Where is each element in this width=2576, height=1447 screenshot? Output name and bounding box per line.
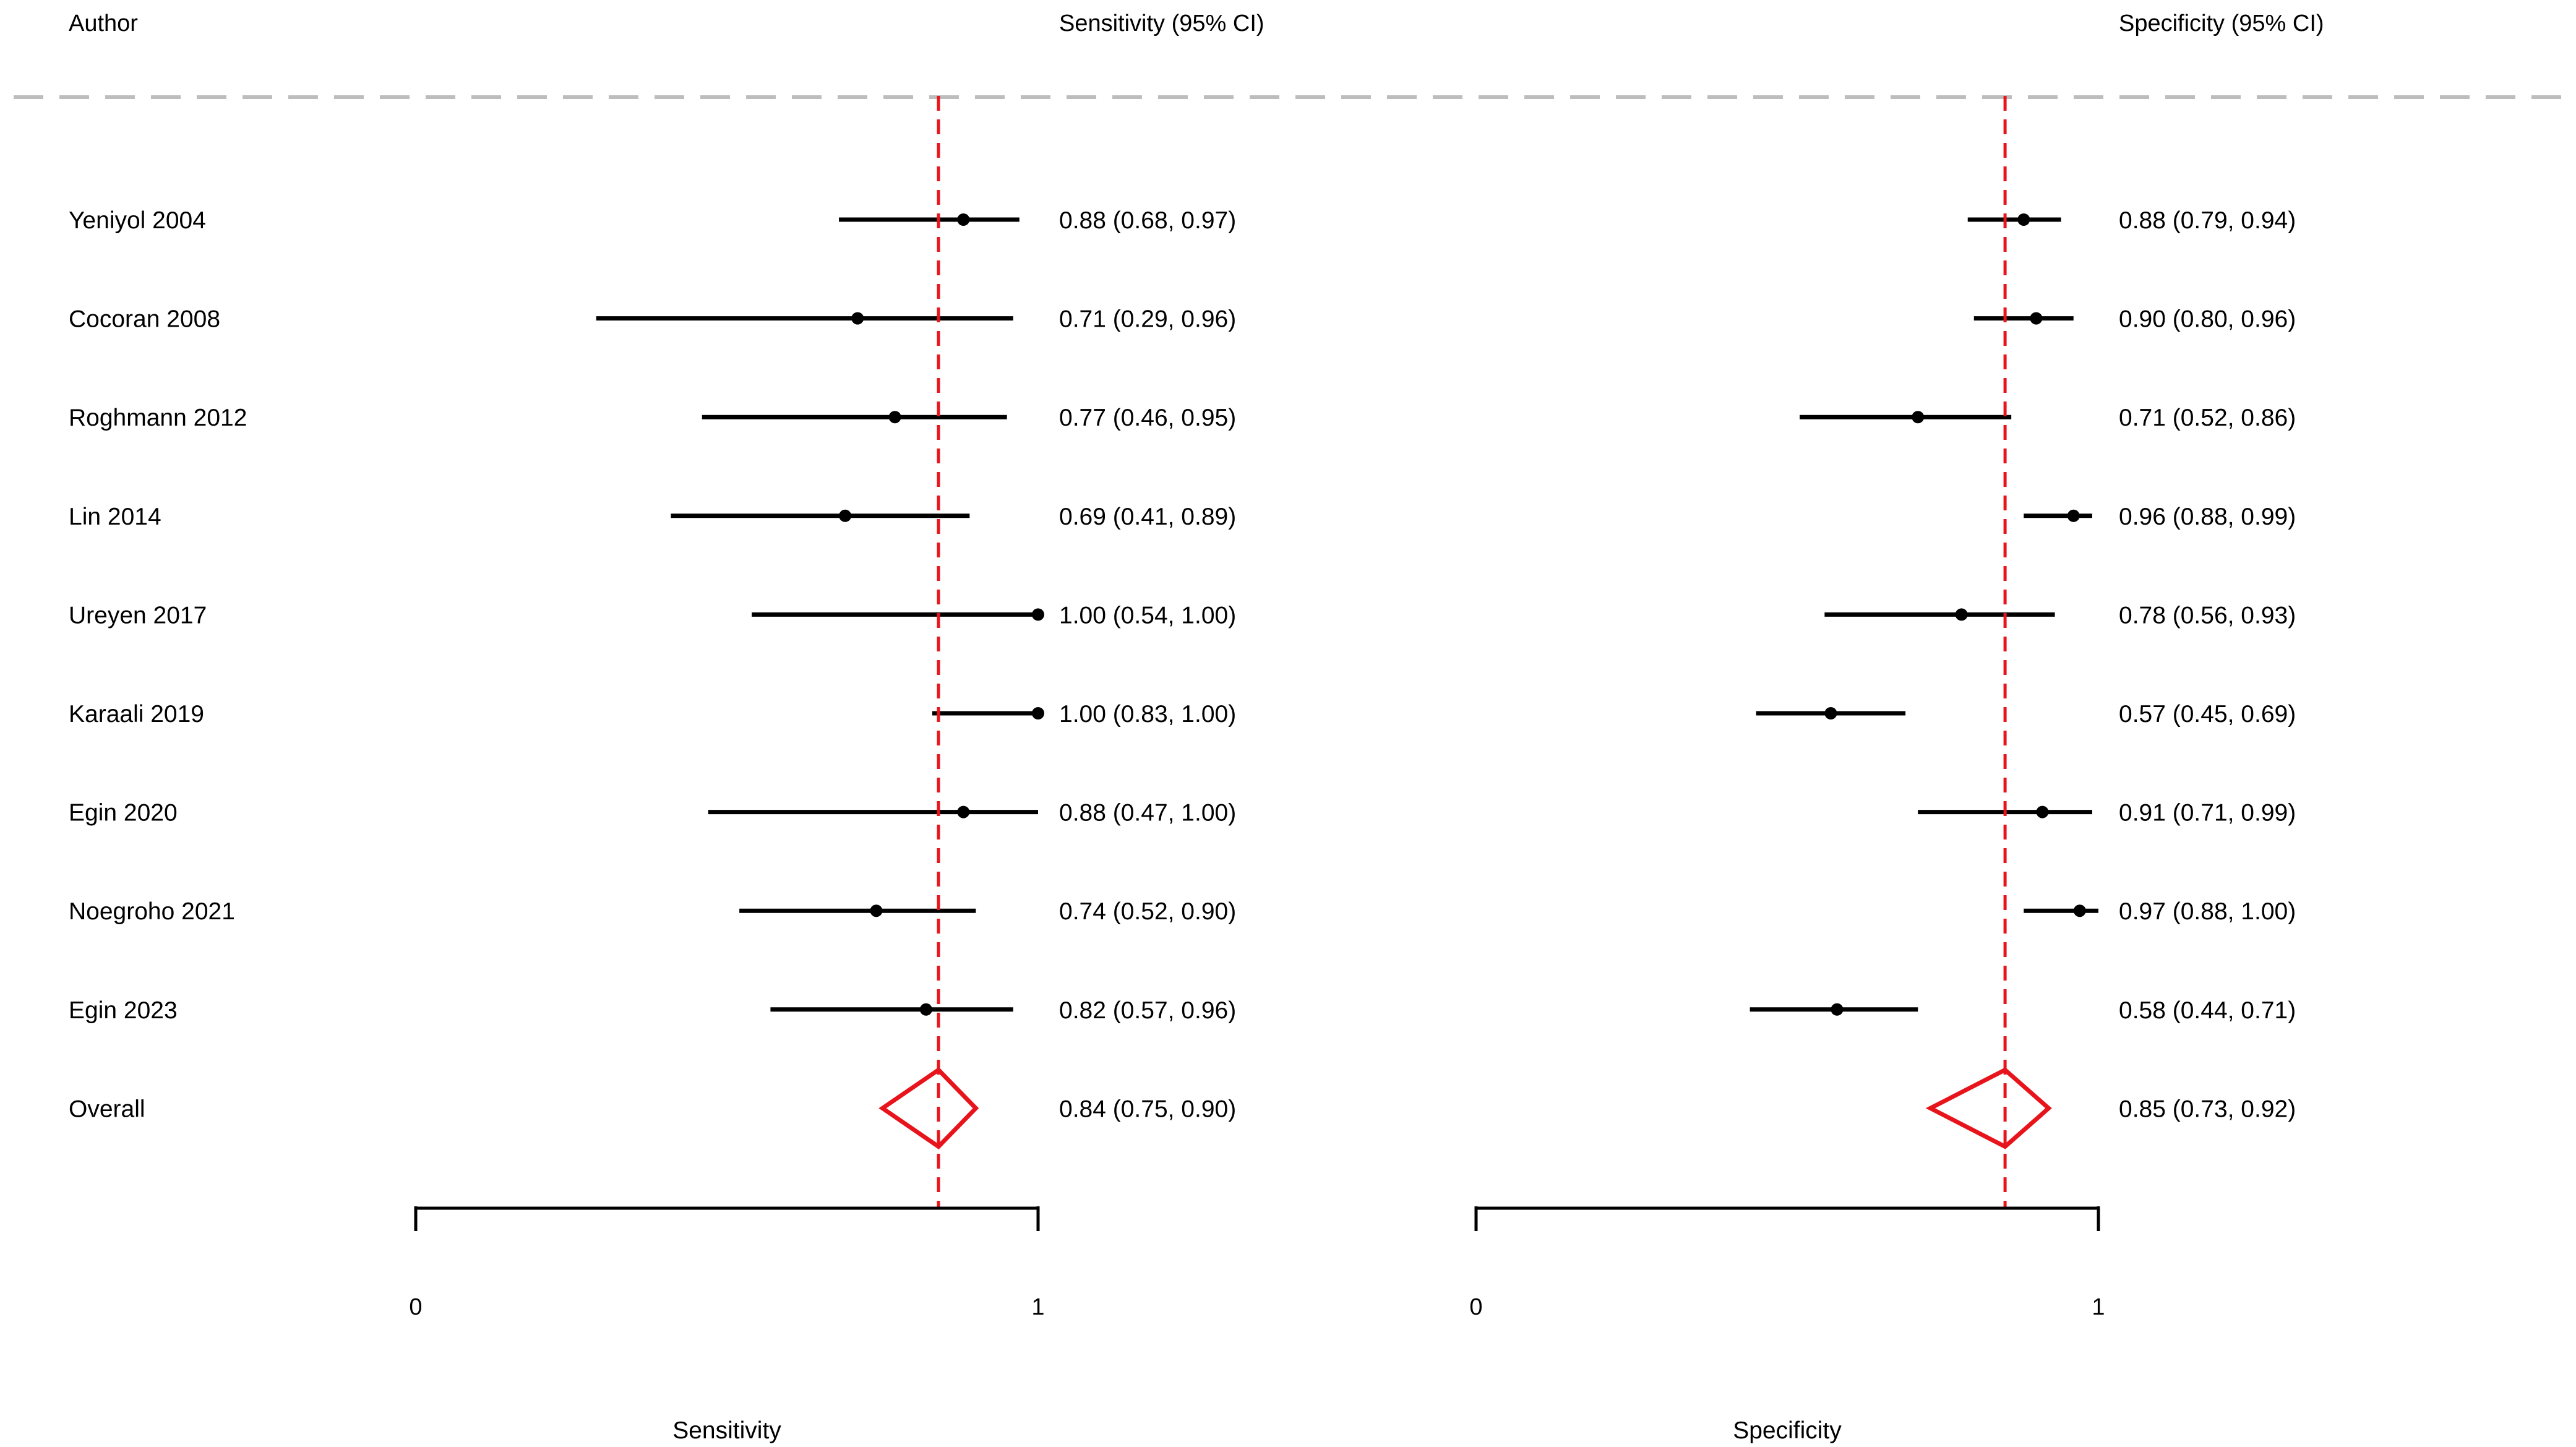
study-9-author: Egin 2023 bbox=[69, 997, 178, 1024]
specificity-panel bbox=[1474, 96, 2100, 1231]
study-5-sens-label: 1.00 (0.54, 1.00) bbox=[1059, 602, 1236, 629]
overall-spec-label: 0.85 (0.73, 0.92) bbox=[2119, 1096, 2296, 1122]
study-7-spec-label: 0.91 (0.71, 0.99) bbox=[2119, 800, 2296, 827]
overall-sens-diamond bbox=[878, 1067, 979, 1149]
header-specificity: Specificity (95% CI) bbox=[2119, 11, 2324, 36]
study-2-spec-point bbox=[2030, 312, 2043, 325]
study-6-spec-point bbox=[1824, 707, 1837, 719]
spec-tick-1: 1 bbox=[2092, 1294, 2105, 1320]
study-9-sens-point bbox=[919, 1003, 932, 1016]
sens-axis-label: Sensitivity bbox=[672, 1417, 781, 1444]
sens-x-axis bbox=[414, 1206, 1040, 1231]
study-8-sens-label: 0.74 (0.52, 0.90) bbox=[1059, 898, 1236, 925]
study-7-author: Egin 2020 bbox=[69, 800, 178, 827]
study-4-author: Lin 2014 bbox=[69, 504, 161, 530]
study-rows: Yeniyol 2004 0.88 (0.68, 0.97) 0.88 (0.79,… bbox=[69, 207, 2296, 1122]
study-1-spec-point bbox=[2017, 213, 2030, 226]
study-3-sens-point bbox=[888, 411, 901, 424]
study-1-sens-label: 0.88 (0.68, 0.97) bbox=[1059, 207, 1236, 234]
sens-tick-0: 0 bbox=[409, 1294, 422, 1320]
header-author: Author bbox=[69, 11, 138, 36]
study-4-spec-label: 0.96 (0.88, 0.99) bbox=[2119, 504, 2296, 530]
study-4-spec-point bbox=[2067, 509, 2080, 522]
study-6-sens-label: 1.00 (0.83, 1.00) bbox=[1059, 701, 1236, 728]
study-5-spec-point bbox=[1955, 608, 1968, 621]
study-7-spec-point bbox=[2036, 805, 2049, 818]
study-9-spec-point bbox=[1831, 1003, 1844, 1016]
study-1-author: Yeniyol 2004 bbox=[69, 207, 206, 234]
study-5-sens-point bbox=[1032, 608, 1044, 621]
study-3-spec-label: 0.71 (0.52, 0.86) bbox=[2119, 405, 2296, 431]
study-8-author: Noegroho 2021 bbox=[69, 898, 235, 925]
study-9-spec-label: 0.58 (0.44, 0.71) bbox=[2119, 997, 2296, 1024]
study-1-sens-point bbox=[957, 213, 970, 226]
study-3-spec-point bbox=[1912, 411, 1925, 424]
study-2-sens-point bbox=[851, 312, 864, 325]
study-8-sens-point bbox=[870, 904, 883, 917]
overall-author: Overall bbox=[69, 1096, 145, 1122]
study-2-author: Cocoran 2008 bbox=[69, 306, 220, 333]
study-2-sens-label: 0.71 (0.29, 0.96) bbox=[1059, 306, 1236, 333]
overall-spec-diamond bbox=[1925, 1067, 2052, 1149]
study-9-sens-label: 0.82 (0.57, 0.96) bbox=[1059, 997, 1236, 1024]
spec-tick-0: 0 bbox=[1469, 1294, 1482, 1320]
spec-axis-label: Specificity bbox=[1733, 1417, 1842, 1444]
overall-sens-label: 0.84 (0.75, 0.90) bbox=[1059, 1096, 1236, 1122]
spec-x-axis bbox=[1474, 1206, 2100, 1231]
sensitivity-panel bbox=[414, 96, 1044, 1231]
study-7-sens-label: 0.88 (0.47, 1.00) bbox=[1059, 800, 1236, 827]
study-5-spec-label: 0.78 (0.56, 0.93) bbox=[2119, 602, 2296, 629]
study-7-sens-point bbox=[957, 805, 970, 818]
study-3-author: Roghmann 2012 bbox=[69, 405, 247, 431]
study-4-sens-point bbox=[839, 509, 852, 522]
study-2-spec-label: 0.90 (0.80, 0.96) bbox=[2119, 306, 2296, 333]
study-3-sens-label: 0.77 (0.46, 0.95) bbox=[1059, 405, 1236, 431]
study-5-author: Ureyen 2017 bbox=[69, 602, 207, 629]
sens-tick-1: 1 bbox=[1031, 1294, 1044, 1320]
study-8-spec-label: 0.97 (0.88, 1.00) bbox=[2119, 898, 2296, 925]
study-4-sens-label: 0.69 (0.41, 0.89) bbox=[1059, 504, 1236, 530]
study-8-spec-point bbox=[2073, 904, 2086, 917]
study-6-author: Karaali 2019 bbox=[69, 701, 204, 728]
study-6-spec-label: 0.57 (0.45, 0.69) bbox=[2119, 701, 2296, 728]
study-6-sens-point bbox=[1032, 707, 1044, 719]
header-sensitivity: Sensitivity (95% CI) bbox=[1059, 11, 1264, 36]
study-1-spec-label: 0.88 (0.79, 0.94) bbox=[2119, 207, 2296, 234]
